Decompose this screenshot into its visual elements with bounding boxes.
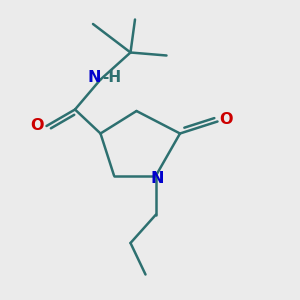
Text: N: N: [87, 70, 101, 85]
Text: -H: -H: [102, 70, 122, 85]
Text: N: N: [151, 171, 164, 186]
Text: O: O: [220, 112, 233, 128]
Text: O: O: [30, 118, 44, 134]
